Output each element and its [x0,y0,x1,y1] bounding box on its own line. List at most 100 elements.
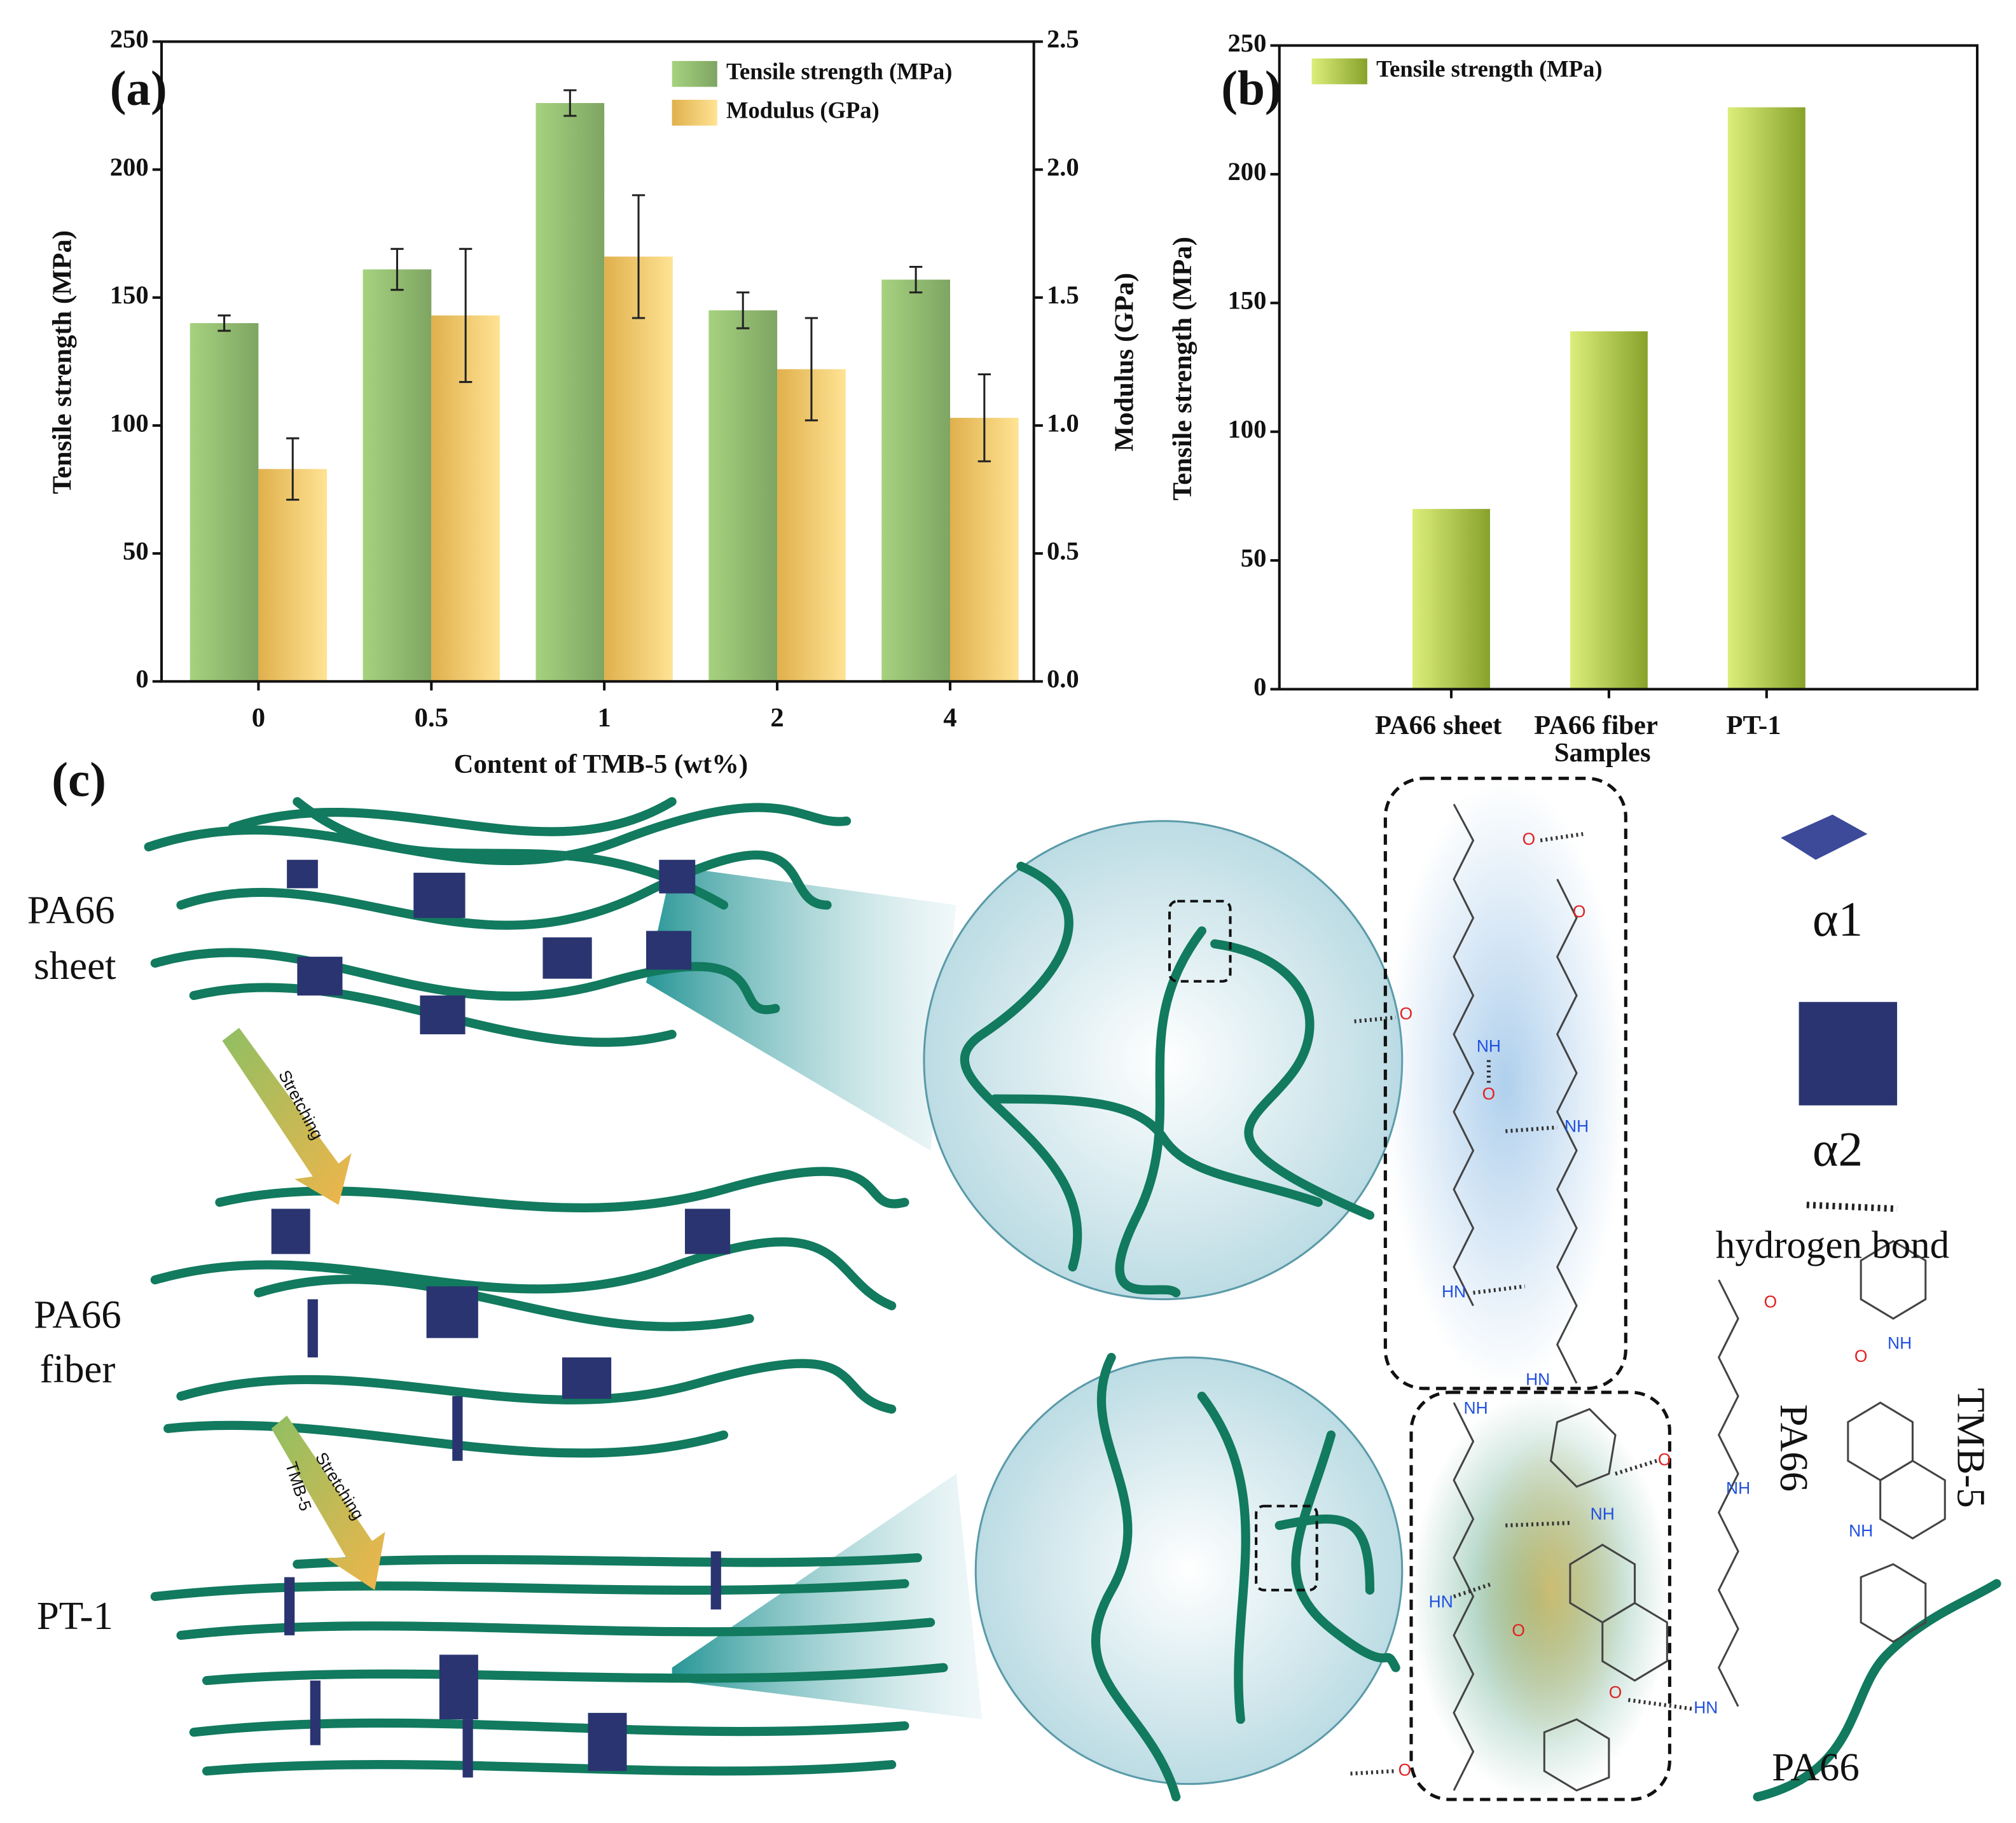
legend-swatch [672,99,717,126]
legend-label: Tensile strength (MPa) [1376,56,1602,82]
bar [881,279,950,682]
error-bar [217,314,231,332]
y-tick-label: 50 [123,536,149,565]
diagram: (c) PA66sheetPA66fiberPT-1StretchingStre… [27,752,2001,1802]
y-tick-label: 250 [110,25,149,53]
stage-label: PT-1 [37,1593,113,1638]
legend-swatch [672,60,717,87]
atom-label: NH [1888,1334,1912,1353]
x-axis-label: Samples [1554,738,1651,768]
atom-label: O [1658,1450,1671,1469]
x-tick-label: 0.5 [415,703,448,733]
bar [1727,107,1805,690]
stage-label: fiber [39,1347,115,1391]
stage-label: sheet [34,943,116,988]
y2-tick-label: 2.5 [1047,25,1079,53]
atom-label: O [1522,829,1536,849]
dashed-box [1168,899,1232,983]
panel-label: (c) [52,752,106,807]
atom-label: NH [1849,1521,1873,1540]
atom-label: NH [1726,1478,1750,1497]
molecule-label: PA66 [1772,1745,1860,1789]
plot-frame [1278,44,1979,691]
bar [1412,509,1490,690]
legend-label: α1 [1812,892,1863,946]
glow [1473,1434,1629,1745]
legend-label: Tensile strength (MPa) [726,59,952,85]
y2-tick-label: 0.0 [1047,665,1079,693]
panel-label: (a) [110,60,167,115]
atom-label: NH [1564,1116,1589,1135]
atom-label: NH [1464,1398,1488,1417]
zoom-cone [646,866,956,1151]
atom-label: O [1764,1293,1778,1312]
legend-label: Modulus (GPa) [726,97,880,123]
y-axis-label: Tensile strength (MPa) [1168,237,1198,501]
bar [190,323,259,682]
bar [362,269,432,682]
bar [604,256,673,682]
panel-label: (b) [1221,60,1281,115]
dashed-box [1255,1504,1318,1591]
y-tick-label: 100 [110,408,149,437]
atom-label: O [1609,1682,1622,1702]
x-tick-label: PT-1 [1726,710,1781,740]
atom-label: O [1512,1621,1525,1640]
error-bar [632,194,646,319]
atom-label: HN [1429,1592,1453,1611]
error-bar [909,265,923,294]
y-tick-label: 0 [1253,672,1266,701]
arrow [271,1415,385,1590]
bar [1570,331,1648,690]
error-bar [390,247,404,291]
hbond-symbol [1806,1202,1898,1212]
crystals [271,814,1898,1778]
y-tick-label: 50 [1241,543,1267,572]
legend-label: hydrogen bond [1716,1224,1949,1266]
x-tick-label: 1 [598,703,611,733]
x-axis-label: Content of TMB-5 (wt%) [454,749,748,779]
x-tick-label: PA66 sheet [1375,710,1502,740]
y-tick-label: 100 [1227,415,1266,443]
legend-label: α2 [1812,1122,1863,1177]
x-tick-label: PA66 fiber [1534,710,1658,740]
x-tick-label: 4 [943,703,956,733]
fibers [144,797,2001,1802]
y-tick-label: 200 [1227,157,1266,186]
y2-tick-label: 1.0 [1047,408,1079,437]
error-bar [563,89,577,117]
hbonds [1350,832,1694,1776]
atom-label: O [1482,1085,1496,1104]
legend-swatch [1311,58,1367,85]
zoom-circle [974,1356,1404,1785]
atom-label: HN [1526,1370,1550,1389]
atom-label: HN [1694,1698,1718,1717]
arrow [222,1027,352,1205]
dashed-box [1383,777,1627,1390]
error-bar [286,437,300,501]
atom-label: NH [1591,1504,1615,1523]
atom-label: O [1854,1347,1868,1366]
molecule-label: PA66 [1772,1404,1816,1492]
zoom-cone [672,1473,983,1720]
bar [258,469,328,682]
molecule [1453,803,1946,1792]
y-axis-label: Tensile strength (MPa) [47,230,77,494]
stage-label: PA66 [34,1293,121,1337]
error-bar [804,317,818,422]
y2-tick-label: 1.5 [1047,281,1079,309]
y-tick-label: 150 [1227,286,1266,315]
error-bar [459,247,473,384]
y2-axis-label: Modulus (GPa) [1110,273,1140,452]
atom-label: NH [1477,1036,1501,1055]
atom-label: O [1398,1760,1412,1779]
atom-label: O [1400,1004,1413,1023]
atom-label: O [1573,902,1586,921]
y-tick-label: 150 [110,281,149,309]
chart: 0 50 100 150 200 250 0.0 0.5 1.0 1.5 2.0 2.5 0 0.5 1 2 4… [47,25,1139,779]
bar [535,102,605,682]
y-tick-label: 0 [135,665,148,693]
plot-frame [160,40,1035,683]
stage-label: PA66 [27,888,115,932]
y2-tick-label: 0.5 [1047,536,1079,565]
